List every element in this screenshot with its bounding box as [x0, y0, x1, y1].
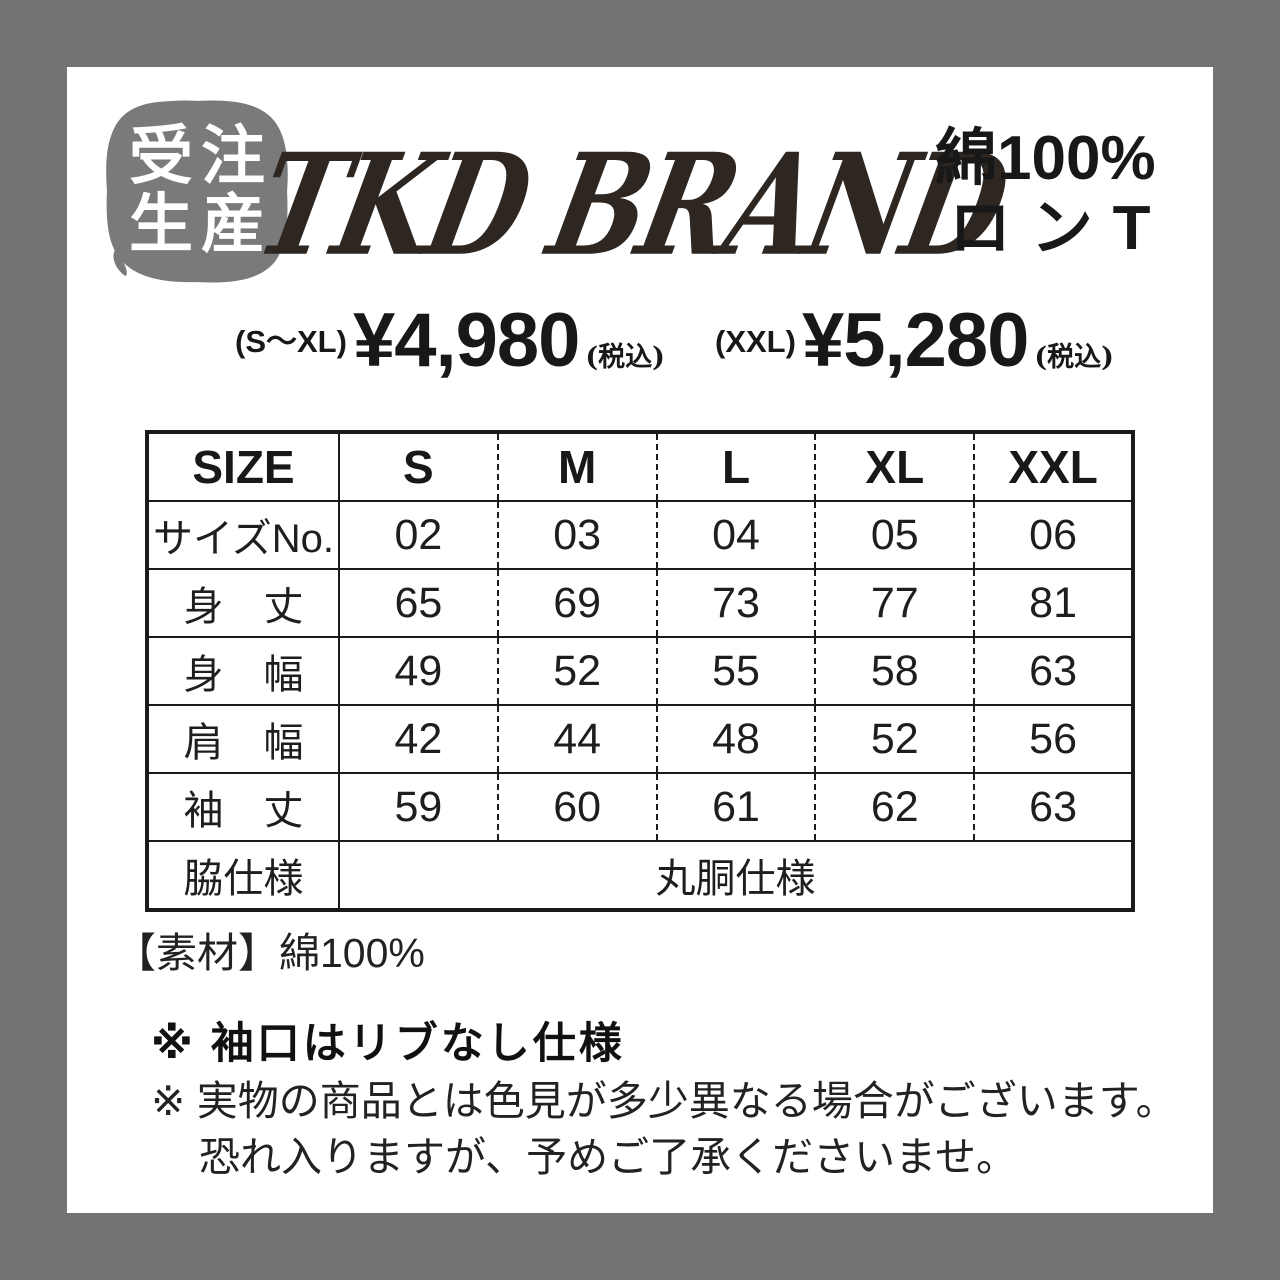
price-xxl-tax: (税込)	[1034, 342, 1114, 373]
table-row-body-length: 身 丈 65 69 73 77 81	[147, 568, 1133, 637]
material-headline: 綿100%	[935, 124, 1156, 193]
cell-body-length-xl: 77	[814, 568, 975, 637]
table-row-body-width: 身 幅 49 52 55 58 63	[147, 636, 1133, 705]
table-row-sleeve-length: 袖 丈 59 60 61 62 63	[147, 772, 1133, 841]
material-note: 【素材】綿100%	[115, 930, 425, 976]
badge-line-2: 生産	[129, 187, 273, 262]
cell-shoulder-l: 48	[655, 704, 816, 773]
price-xxl-amount: ¥5,280	[801, 298, 1029, 383]
price-standard-sizes: (S〜XL)	[235, 324, 347, 359]
size-table-header-xxl: XXL	[973, 432, 1133, 501]
cell-size-no-l: 04	[655, 500, 816, 569]
size-table-header-xl: XL	[814, 432, 975, 501]
brand-logo: TKD BRAND	[244, 123, 1016, 287]
cell-sleeve-m: 60	[496, 772, 657, 841]
badge-line-1: 受注	[129, 119, 273, 195]
price-standard-tax: (税込)	[585, 342, 665, 373]
size-table-header-m: M	[496, 432, 657, 501]
table-row-shoulder-width: 肩 幅 42 44 48 52 56	[147, 704, 1133, 773]
cell-body-width-l: 55	[655, 636, 816, 705]
brush-squircle-icon	[106, 100, 288, 283]
table-row-side-spec: 脇仕様 丸胴仕様	[147, 840, 1133, 910]
note-color-difference-line2: 恐れ入りますが、予めご了承くださいませ。	[199, 1134, 1017, 1180]
note-rib-spec: ※ 袖口はリブなし仕様	[151, 1020, 625, 1068]
cell-body-width-m: 52	[496, 636, 657, 705]
price-xxl-sizes: (XXL)	[715, 324, 796, 359]
cell-side-spec-value: 丸胴仕様	[338, 840, 1133, 910]
size-table-header-row: SIZE S M L XL XXL	[147, 432, 1133, 501]
cell-size-no-xxl: 06	[973, 500, 1133, 569]
cell-sleeve-xl: 62	[814, 772, 975, 841]
product-name: ロンT	[949, 194, 1171, 264]
cell-body-length-xxl: 81	[973, 568, 1133, 637]
cell-body-length-m: 69	[496, 568, 657, 637]
content-panel: 受注 生産 TKD BRAND 綿100% ロンT (S〜XL) ¥4,980 …	[67, 67, 1213, 1213]
product-headline: 綿100% ロンT	[935, 124, 1185, 264]
cell-sleeve-xxl: 63	[973, 772, 1133, 841]
cell-shoulder-s: 42	[338, 704, 498, 773]
cell-shoulder-xxl: 56	[973, 704, 1133, 773]
price-row: (S〜XL) ¥4,980 (税込) (XXL) ¥5,280 (税込)	[67, 297, 1213, 397]
cell-body-length-l: 73	[655, 568, 816, 637]
cell-size-no-m: 03	[496, 500, 657, 569]
badge-text: 受注 生産	[98, 92, 296, 290]
row-label-body-length: 身 丈	[147, 568, 339, 637]
cell-body-length-s: 65	[338, 568, 498, 637]
cell-body-width-s: 49	[338, 636, 498, 705]
row-label-side-spec: 脇仕様	[147, 840, 339, 910]
cell-shoulder-m: 44	[496, 704, 657, 773]
row-label-body-width: 身 幅	[147, 636, 339, 705]
size-table-header-s: S	[338, 432, 498, 501]
row-label-sleeve-length: 袖 丈	[147, 772, 339, 841]
cell-sleeve-l: 61	[655, 772, 816, 841]
cell-body-width-xxl: 63	[973, 636, 1133, 705]
cell-sleeve-s: 59	[338, 772, 498, 841]
cell-body-width-xl: 58	[814, 636, 975, 705]
note-color-difference-line1: ※ 実物の商品とは色見が多少異なる場合がございます。	[151, 1078, 1177, 1124]
row-label-shoulder-width: 肩 幅	[147, 704, 339, 773]
size-table: SIZE S M L XL XXL サイズNo. 02 03 04 05 06 …	[145, 430, 1135, 912]
cell-size-no-xl: 05	[814, 500, 975, 569]
price-standard: (S〜XL) ¥4,980 (税込)	[235, 297, 665, 384]
cell-size-no-s: 02	[338, 500, 498, 569]
price-xxl: (XXL) ¥5,280 (税込)	[715, 297, 1114, 384]
cell-shoulder-xl: 52	[814, 704, 975, 773]
made-to-order-badge: 受注 生産	[98, 92, 296, 290]
size-table-header-size: SIZE	[192, 441, 295, 493]
size-table-header-l: L	[655, 432, 816, 501]
table-row-size-no: サイズNo. 02 03 04 05 06	[147, 500, 1133, 569]
row-label-size-no: サイズNo.	[147, 500, 339, 569]
price-standard-amount: ¥4,980	[352, 298, 580, 383]
